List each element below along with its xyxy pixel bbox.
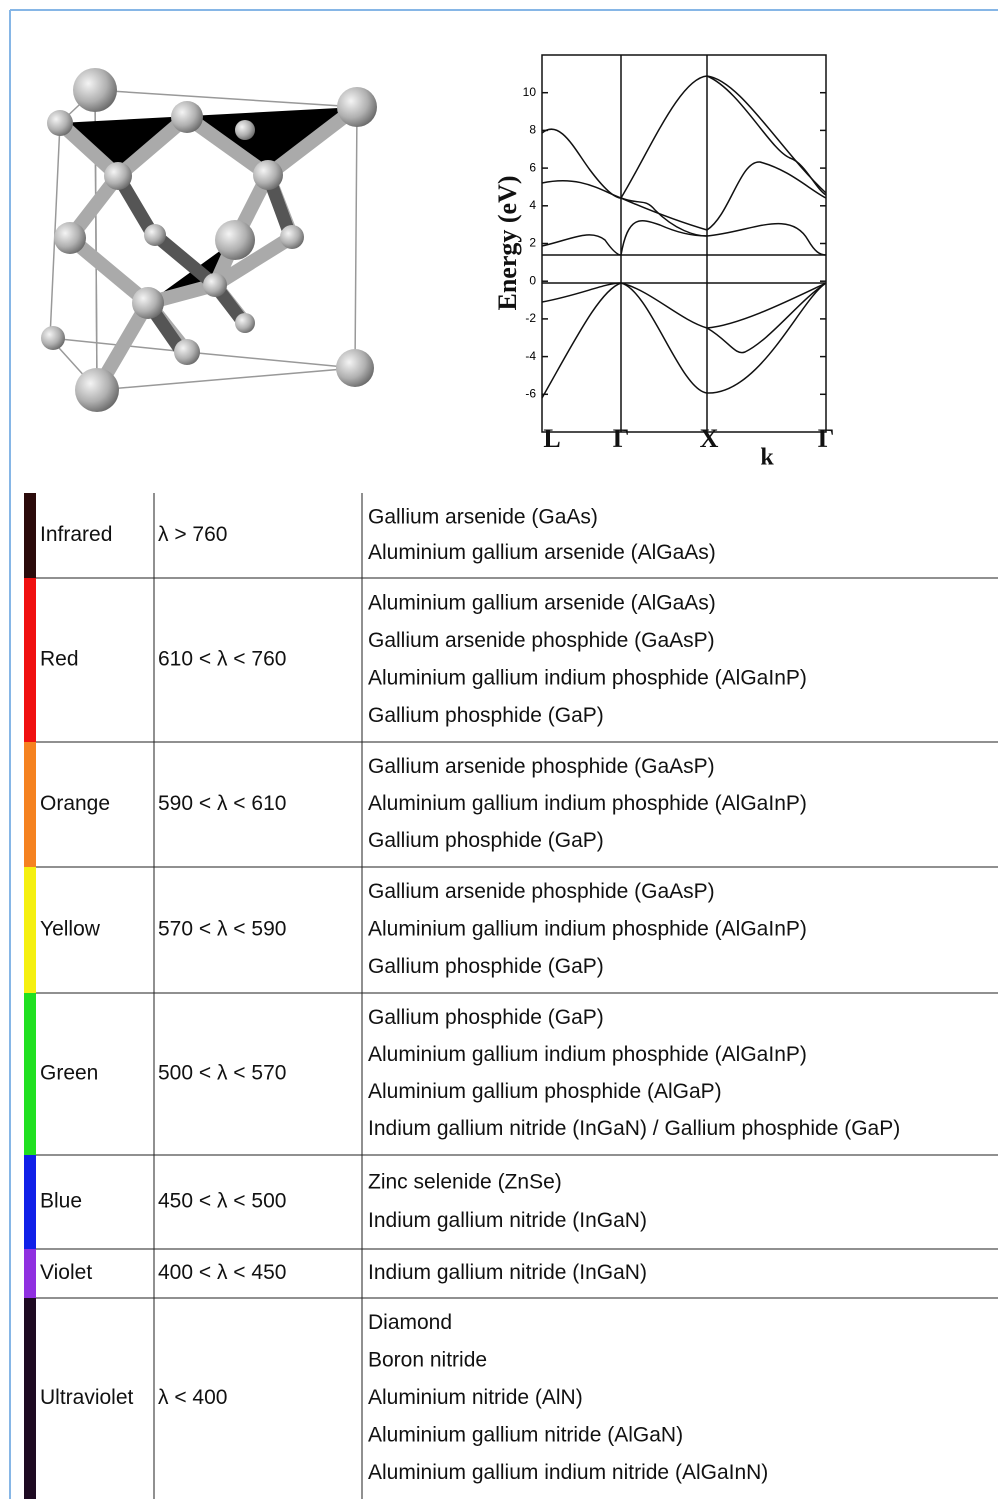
color-bar (24, 578, 36, 742)
wavelength-range: 610 < λ < 760 (158, 648, 286, 671)
plot-frame (541, 54, 827, 433)
material: Indium gallium nitride (InGaN) / Gallium… (368, 1117, 900, 1140)
y-tick-label: -2 (525, 311, 536, 325)
material: Aluminium gallium indium nitride (AlGaIn… (368, 1461, 768, 1484)
material: Aluminium gallium indium phosphide (AlGa… (368, 666, 807, 689)
k-axis-label: k (760, 445, 774, 471)
color-bar (24, 1249, 36, 1298)
material: Aluminium gallium arsenide (AlGaAs) (368, 591, 716, 614)
y-tick-label: 10 (523, 85, 537, 99)
color-name: Red (40, 648, 79, 671)
material: Aluminium gallium phosphide (AlGaP) (368, 1080, 722, 1103)
wavelength-range: 450 < λ < 500 (158, 1190, 286, 1213)
material: Diamond (368, 1311, 452, 1334)
led-table: Infrared λ > 760 Gallium arsenide (GaAs) Al… (24, 493, 998, 1499)
material: Aluminium gallium indium phosphide (AlGa… (368, 918, 807, 941)
color-bar (24, 742, 36, 867)
k-point-label: L (543, 424, 560, 453)
y-tick-label: 2 (529, 236, 536, 250)
wavelength-range: λ > 760 (158, 523, 227, 546)
y-tick-label: -6 (525, 386, 536, 400)
material: Gallium arsenide phosphide (GaAsP) (368, 880, 715, 903)
y-tick-label: -4 (525, 349, 536, 363)
material: Zinc selenide (ZnSe) (368, 1170, 562, 1193)
color-name: Orange (40, 792, 110, 815)
material: Aluminium gallium indium phosphide (AlGa… (368, 1043, 807, 1066)
color-bar (24, 1155, 36, 1249)
wavelength-range: λ < 400 (158, 1386, 227, 1409)
y-tick-label: 6 (529, 160, 536, 174)
band-curves (541, 55, 827, 432)
material: Boron nitride (368, 1349, 487, 1372)
material: Gallium phosphide (GaP) (368, 1006, 604, 1029)
material: Indium gallium nitride (InGaN) (368, 1209, 647, 1232)
color-name: Infrared (40, 523, 112, 546)
material: Gallium phosphide (GaP) (368, 829, 604, 852)
color-bar (24, 867, 36, 993)
y-axis-label: Energy (eV) (493, 175, 522, 310)
k-point-label: Γ (613, 424, 630, 453)
k-point-label: X (700, 424, 719, 453)
y-tick-label: 4 (529, 198, 536, 212)
material: Aluminium nitride (AlN) (368, 1386, 583, 1409)
material: Indium gallium nitride (InGaN) (368, 1261, 647, 1284)
color-name: Blue (40, 1190, 82, 1213)
material: Gallium arsenide phosphide (GaAsP) (368, 755, 715, 778)
material: Gallium phosphide (GaP) (368, 704, 604, 727)
wavelength-range: 590 < λ < 610 (158, 792, 286, 815)
color-name: Ultraviolet (40, 1386, 134, 1409)
y-tick-label: 0 (529, 273, 536, 287)
material: Gallium arsenide phosphide (GaAsP) (368, 629, 715, 652)
y-tick-label: 8 (529, 123, 536, 137)
wavelength-range: 500 < λ < 570 (158, 1062, 286, 1085)
material: Aluminium gallium arsenide (AlGaAs) (368, 541, 716, 564)
material: Gallium phosphide (GaP) (368, 955, 604, 978)
material: Aluminium gallium indium phosphide (AlGa… (368, 792, 807, 815)
wavelength-range: 400 < λ < 450 (158, 1261, 286, 1284)
color-name: Violet (40, 1261, 92, 1284)
color-bar (24, 493, 36, 578)
color-name: Green (40, 1062, 98, 1085)
material: Gallium arsenide (GaAs) (368, 505, 598, 528)
k-point-label: Γ (818, 424, 835, 453)
material: Aluminium gallium nitride (AlGaN) (368, 1423, 683, 1446)
color-name: Yellow (40, 918, 101, 941)
color-bar (24, 993, 36, 1155)
color-bar (24, 1298, 36, 1499)
crystal-illustration (41, 68, 377, 412)
band-structure: Energy (eV) k -6 -4 -2 0 2 4 6 8 10 L Γ X Γ (493, 54, 835, 471)
wavelength-range: 570 < λ < 590 (158, 918, 286, 941)
